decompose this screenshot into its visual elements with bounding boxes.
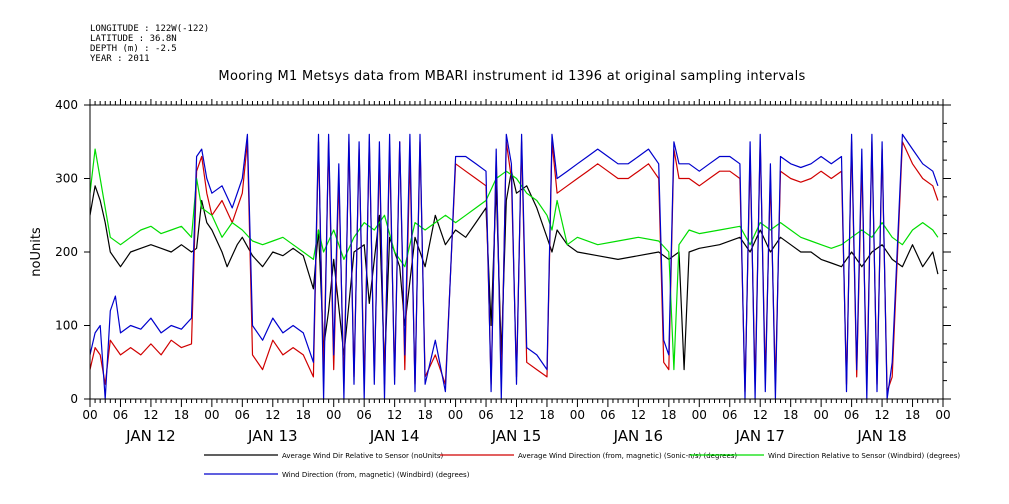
plot-series <box>90 133 939 399</box>
y-tick-label: 0 <box>70 392 78 406</box>
depth-label: DEPTH (m) : -2.5 <box>90 44 177 54</box>
series-line-4 <box>90 133 939 399</box>
x-hour-label: 00 <box>204 408 219 422</box>
x-day-label: JAN 13 <box>247 427 298 445</box>
x-hour-label: 12 <box>509 408 524 422</box>
chart-title: Mooring M1 Metsys data from MBARI instru… <box>218 69 805 84</box>
legend-entry: Wind Direction (from, magnetic) (Windbir… <box>282 471 470 479</box>
x-hour-label: 18 <box>296 408 311 422</box>
x-hour-label: 00 <box>326 408 341 422</box>
x-hour-label: 06 <box>113 408 128 422</box>
axis-labels: 0 100 200 300 400 00 06 12 18 00 06 12 18 00 06 12 18 00 0… <box>55 98 951 445</box>
x-hour-label: 12 <box>387 408 402 422</box>
x-day-label: JAN 15 <box>491 427 542 445</box>
legend-entry: Wind Direction Relative to Sensor (Windb… <box>768 452 960 460</box>
x-hour-label: 06 <box>478 408 493 422</box>
x-hour-label: 12 <box>874 408 889 422</box>
x-hour-label: 18 <box>417 408 432 422</box>
x-hour-label: 00 <box>814 408 829 422</box>
x-hour-label: 00 <box>82 408 97 422</box>
series-line-1 <box>90 170 939 371</box>
x-hour-label: 00 <box>570 408 585 422</box>
x-hour-label: 18 <box>174 408 189 422</box>
longitude-label: LONGITUDE : 122W(-122) <box>90 24 209 34</box>
x-day-label: JAN 14 <box>369 427 420 445</box>
x-hour-label: 18 <box>905 408 920 422</box>
y-tick-label: 400 <box>55 98 78 112</box>
x-hour-label: 00 <box>692 408 707 422</box>
x-hour-label: 12 <box>631 408 646 422</box>
series-line-3 <box>90 148 939 371</box>
year-label: YEAR : 2011 <box>90 54 150 64</box>
x-day-label: JAN 12 <box>125 427 176 445</box>
x-hour-label: 18 <box>539 408 554 422</box>
y-tick-label: 100 <box>55 319 78 333</box>
x-day-label: JAN 16 <box>613 427 664 445</box>
x-hour-label: 00 <box>448 408 463 422</box>
axis-ticks <box>84 99 951 407</box>
plot-frame <box>89 104 944 400</box>
x-hour-label: 06 <box>600 408 615 422</box>
legend-entry: Average Wind Direction (from, magnetic) … <box>518 452 737 460</box>
x-hour-label: 12 <box>753 408 768 422</box>
x-hour-label: 18 <box>661 408 676 422</box>
y-tick-label: 200 <box>55 245 78 259</box>
legend-entry: Average Wind Dir Relative to Sensor (noU… <box>282 452 443 460</box>
x-hour-label: 06 <box>235 408 250 422</box>
y-axis-label: noUnits <box>29 227 44 277</box>
legend: Average Wind Dir Relative to Sensor (noU… <box>204 452 960 479</box>
latitude-label: LATITUDE : 36.8N <box>90 34 177 44</box>
x-day-label: JAN 17 <box>734 427 785 445</box>
x-hour-label: 06 <box>844 408 859 422</box>
x-hour-label: 00 <box>935 408 950 422</box>
x-hour-label: 06 <box>722 408 737 422</box>
y-tick-label: 300 <box>55 172 78 186</box>
x-hour-label: 12 <box>143 408 158 422</box>
x-hour-label: 18 <box>783 408 798 422</box>
x-hour-label: 06 <box>357 408 372 422</box>
x-day-label: JAN 18 <box>856 427 907 445</box>
x-hour-label: 12 <box>265 408 280 422</box>
